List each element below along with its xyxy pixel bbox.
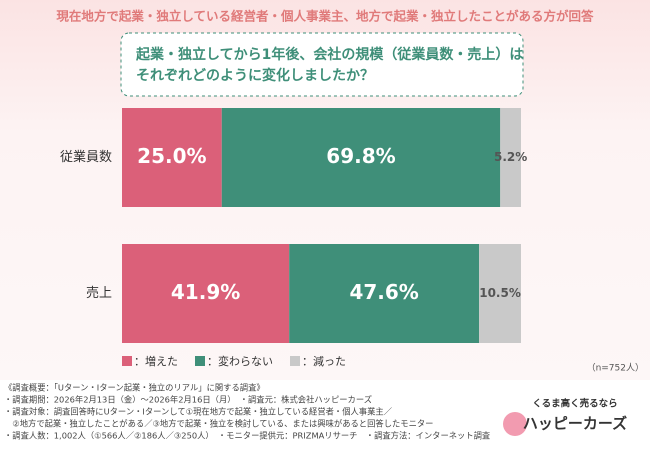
value-label: 69.8% <box>326 144 395 168</box>
bar-segment <box>289 244 480 343</box>
logo-tagline: くるま高く売るなら <box>532 398 617 410</box>
legend-label: ：増えた <box>134 355 178 368</box>
value-label: 47.6% <box>349 280 418 304</box>
note: ・調査対象：調査回答時にUターン・Iターンして①現在地方で起業・独立している経営… <box>4 407 393 417</box>
bar-segment <box>122 108 222 207</box>
value-label: 5.2% <box>494 150 527 164</box>
footer-background <box>0 380 650 450</box>
legend-label: ：減った <box>302 354 346 368</box>
bar-segment <box>500 108 521 207</box>
bar-segment <box>479 244 521 343</box>
legend-swatch <box>195 356 205 366</box>
question-line: 起業・独立してから1年後、会社の規模（従業員数・売上）は <box>135 46 523 63</box>
legend-swatch <box>290 356 300 366</box>
note: ・調査人数：1,002人（①566人／②186人／③250人） ・モニター提供元… <box>4 431 490 441</box>
legend-swatch <box>122 356 132 366</box>
value-label: 25.0% <box>137 144 206 168</box>
bar-segment <box>122 244 290 343</box>
legend-label: ：変わらない <box>207 354 273 368</box>
note: 《調査概要：「Uターン・Iターン起業・独立のリアル」に関する調査》 <box>4 383 265 393</box>
value-label: 41.9% <box>171 280 240 304</box>
question-line: それぞれどのように変化しましたか？ <box>136 67 374 84</box>
category-label: 売上 <box>86 285 112 301</box>
question-box <box>120 32 524 97</box>
note: ②地方で起業・独立したことがある／③地方で起業・独立を検討している、または興味が… <box>4 419 433 429</box>
header: 現在地方で起業・独立している経営者・個人事業主、地方で起業・独立したことがある方… <box>56 9 594 24</box>
logo-brand: ハッピーカーズ <box>523 415 627 433</box>
sample-note: （n=752人） <box>587 363 644 374</box>
note: ・調査期間：2026年2月13日（金）〜2026年2月16日（月） ・調査元：株… <box>4 395 372 405</box>
value-label: 10.5% <box>479 286 521 300</box>
bar-segment <box>221 108 501 207</box>
logo-icon <box>503 412 527 436</box>
category-label: 従業員数 <box>60 149 112 165</box>
